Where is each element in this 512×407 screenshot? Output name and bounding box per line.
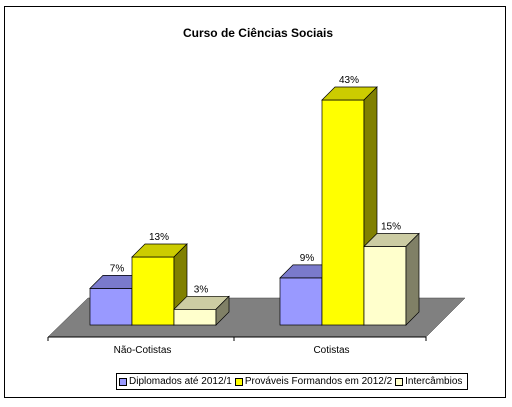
legend-label: Prováveis Formandos em 2012/2	[244, 376, 393, 387]
legend-item: Intercâmbios	[395, 376, 462, 387]
chart-title: Curso de Ciências Sociais	[183, 26, 333, 40]
legend-swatch	[119, 377, 127, 386]
bar	[131, 243, 188, 326]
bar	[363, 232, 420, 326]
legend-swatch	[234, 377, 243, 386]
legend-label: Intercâmbios	[405, 376, 463, 387]
x-tick-label: Não-Cotistas	[114, 345, 172, 356]
legend-swatch	[395, 377, 404, 386]
data-label: 9%	[300, 253, 315, 264]
chart-legend: Diplomados até 2012/1 Prováveis Formandos…	[116, 373, 469, 390]
data-label: 13%	[149, 232, 169, 243]
data-label: 3%	[194, 284, 209, 295]
data-label: 7%	[110, 263, 125, 274]
bar	[173, 295, 230, 326]
data-label: 15%	[381, 222, 401, 233]
data-label: 43%	[339, 75, 359, 86]
legend-item: Prováveis Formandos em 2012/2	[234, 376, 393, 387]
legend-item: Diplomados até 2012/1	[119, 376, 232, 387]
legend-label: Diplomados até 2012/1	[129, 376, 232, 387]
x-tick-label: Cotistas	[313, 345, 349, 356]
